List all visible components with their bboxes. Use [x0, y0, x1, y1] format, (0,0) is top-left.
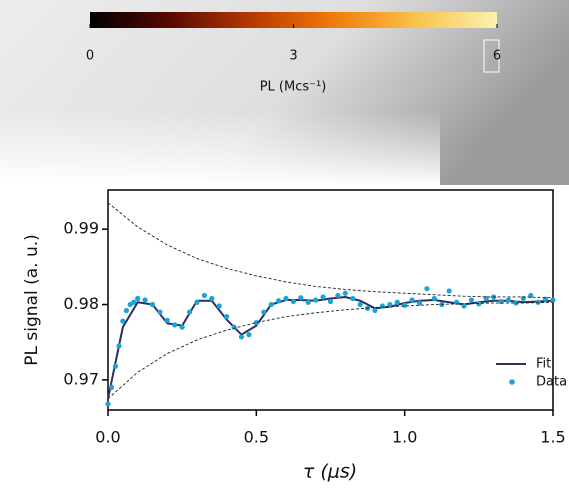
data-point	[350, 295, 356, 302]
colorbar-tick-label: 6	[493, 49, 501, 64]
data-point	[372, 307, 378, 314]
data-point	[224, 313, 230, 320]
data-point	[431, 295, 437, 302]
data-point	[172, 322, 178, 328]
data-point	[131, 299, 137, 305]
legend-label: Data	[536, 375, 567, 390]
data-point	[209, 295, 215, 302]
data-point	[186, 309, 193, 315]
data-point	[179, 324, 185, 330]
x-tick-label: 0.0	[95, 428, 120, 447]
data-point	[275, 298, 282, 304]
data-point	[105, 401, 111, 407]
data-point	[342, 290, 348, 296]
colorbar-tick-label: 0	[86, 49, 94, 64]
data-point	[123, 307, 129, 314]
data-point	[320, 294, 326, 300]
data-point	[461, 303, 467, 309]
x-tick-label: 0.5	[244, 428, 269, 447]
y-tick-label: 0.99	[63, 219, 99, 238]
x-axis-label: τ (μs)	[303, 461, 357, 483]
data-point	[149, 301, 156, 308]
data-point	[164, 317, 170, 323]
data-point	[253, 320, 259, 326]
envelope-line	[107, 202, 554, 299]
data-point	[283, 295, 289, 302]
data-point	[305, 299, 311, 305]
data-point	[379, 303, 386, 309]
data-point	[238, 334, 245, 340]
legend-swatch	[509, 379, 515, 385]
x-tick-label: 1.5	[540, 428, 565, 447]
data-point	[268, 301, 274, 308]
colorbar-label: PL (Mcs⁻¹)	[260, 80, 327, 95]
colorbar-tick-label: 3	[289, 49, 297, 64]
data-point	[298, 295, 304, 301]
x-tick-label: 1.0	[392, 428, 417, 447]
data-point	[550, 297, 556, 303]
data-point	[216, 303, 222, 309]
data-point	[394, 299, 400, 305]
background-fade	[0, 110, 440, 185]
data-point	[120, 318, 126, 324]
tick-highlight	[483, 39, 500, 73]
data-point	[357, 301, 363, 308]
data-point	[116, 343, 122, 349]
legend-label: Fit	[536, 357, 551, 372]
data-point	[194, 299, 200, 305]
envelope-line	[107, 301, 554, 400]
data-point	[416, 300, 423, 306]
y-axis-label: PL signal (a. u.)	[22, 234, 42, 365]
data-point	[313, 297, 319, 303]
data-point	[446, 288, 452, 294]
data-point	[246, 332, 252, 338]
data-point	[157, 309, 163, 315]
data-point	[201, 292, 208, 299]
data-point	[505, 297, 512, 303]
data-point	[231, 324, 237, 330]
data-point	[424, 286, 430, 292]
data-point	[409, 297, 415, 303]
data-point	[402, 302, 408, 308]
data-point	[108, 384, 115, 390]
data-point	[261, 309, 267, 315]
data-point	[468, 297, 475, 303]
data-point	[335, 292, 341, 299]
y-tick-label: 0.98	[63, 294, 99, 313]
data-point	[387, 301, 393, 308]
data-point	[135, 295, 141, 302]
colorbar	[90, 12, 497, 28]
data-point	[142, 297, 148, 303]
y-tick-label: 0.97	[63, 369, 99, 388]
data-point	[290, 298, 297, 305]
data-point	[327, 298, 334, 305]
data-point	[112, 363, 119, 369]
